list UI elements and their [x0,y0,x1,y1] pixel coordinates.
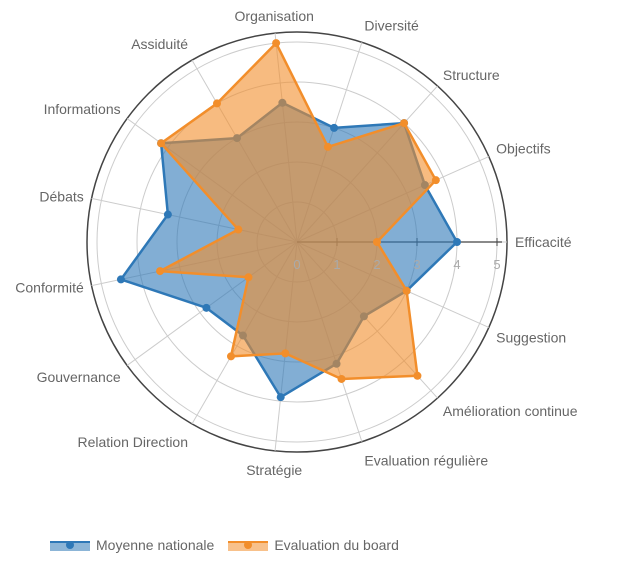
axis-label: Stratégie [246,462,302,478]
series-1-point[interactable] [453,238,461,246]
series-2-point[interactable] [156,267,165,276]
series-2-point[interactable] [281,349,290,358]
radar-axis-labels: Efficacité Objectifs Structure Diversité Org… [15,8,577,478]
axis-label: Diversité [364,18,419,34]
series-1-point[interactable] [163,210,172,219]
series-1-point[interactable] [330,123,339,132]
axis-label: Assiduité [131,36,188,52]
radar-series [116,39,461,402]
series-area-2 [158,41,438,381]
axis-label: Gouvernance [37,369,121,385]
legend-swatch-series-2 [228,539,269,551]
axis-label: Objectifs [496,140,550,156]
series-2-point[interactable] [400,119,409,128]
series-2-point[interactable] [213,99,221,108]
axis-label: Débats [39,189,83,205]
radar-chart: 0 1 2 3 4 5 Efficacité Objectifs Structure Diver… [15,8,577,478]
series-2-point[interactable] [234,225,243,234]
legend-label-series-2: Evaluation du board [274,537,399,553]
legend-item-series-2[interactable]: Evaluation du board [228,537,399,553]
legend-swatch-series-1 [50,539,90,551]
series-2-point[interactable] [402,286,411,295]
series-2-point[interactable] [373,238,381,246]
series-2-point[interactable] [244,273,253,282]
tick-label: 3 [413,257,420,272]
axis-label: Efficacité [515,234,572,250]
tick-label: 0 [293,257,300,272]
axis-label: Relation Direction [78,434,189,450]
series-1-point[interactable] [276,393,285,402]
axis-label: Organisation [235,8,314,24]
series-2-point[interactable] [413,371,422,380]
tick-label: 4 [453,257,460,272]
series-1-point[interactable] [116,275,125,284]
tick-label: 5 [493,257,500,272]
legend-item-series-1[interactable]: Moyenne nationale [50,537,214,553]
series-1-point[interactable] [202,303,211,312]
axis-label: Structure [443,67,500,83]
series-2-point[interactable] [157,139,166,148]
series-2-point[interactable] [337,374,346,383]
axis-label: Informations [44,101,121,117]
tick-label: 2 [373,257,380,272]
series-2-point[interactable] [323,142,332,151]
axis-label: Suggestion [496,330,566,346]
radar-tick-labels: 0 1 2 3 4 5 [293,257,500,272]
series-2-point[interactable] [227,352,235,361]
series-2-point[interactable] [431,176,440,185]
chart-legend: Moyenne nationale Evaluation du board [50,537,399,553]
axis-label: Conformité [15,279,84,295]
axis-label: Amélioration continue [443,403,578,419]
legend-label-series-1: Moyenne nationale [96,537,215,553]
axis-label: Evaluation régulière [364,452,488,468]
tick-label: 1 [333,257,340,272]
series-2-point[interactable] [272,39,281,48]
